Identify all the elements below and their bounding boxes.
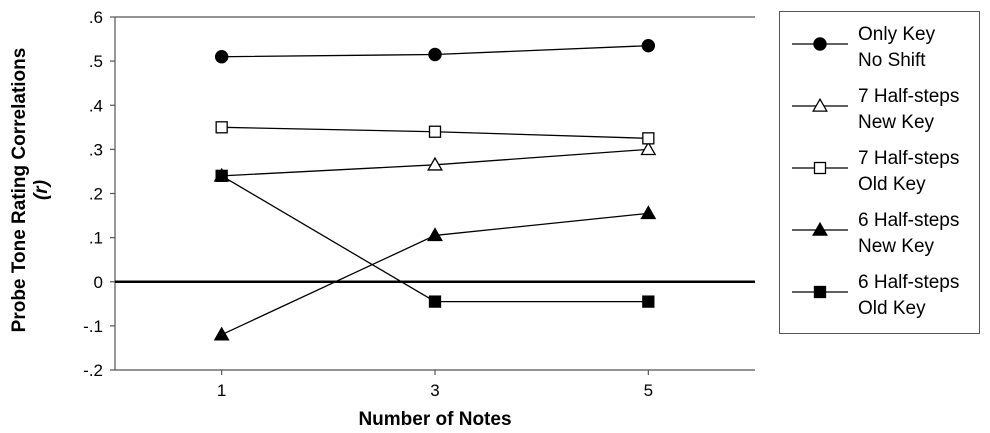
series-marker bbox=[427, 227, 443, 242]
y-tick-label: .5 bbox=[89, 52, 103, 71]
legend-label: 7 Half-steps Old Key bbox=[858, 146, 959, 198]
legend-symbol-triangle-filled bbox=[792, 221, 848, 236]
series-marker bbox=[813, 285, 827, 299]
y-tick-labels: -.2 -.1 0 .1 .2 .3 .4 .5 .6 bbox=[83, 8, 103, 380]
legend-label-line1: 7 Half-steps bbox=[858, 148, 960, 169]
legend-label: 6 Half-steps Old Key bbox=[858, 270, 959, 322]
x-tick-label: 5 bbox=[644, 381, 653, 400]
x-tick-label: 3 bbox=[430, 381, 439, 400]
axes bbox=[110, 16, 755, 375]
series-marker bbox=[213, 326, 230, 341]
legend-label-line2: Old Key bbox=[858, 174, 926, 195]
legend-symbol-circle-filled bbox=[792, 37, 848, 51]
legend-symbol-square-open bbox=[792, 161, 848, 175]
legend-label-line2: No Shift bbox=[858, 50, 926, 71]
y-tick-label: -.1 bbox=[83, 317, 103, 336]
series-lines bbox=[221, 45, 649, 336]
y-axis-title-line2: (r) bbox=[31, 180, 52, 200]
series-marker bbox=[642, 295, 655, 308]
legend-symbol-square-filled bbox=[792, 285, 848, 299]
legend-label-line2: Old Key bbox=[858, 298, 926, 319]
y-axis-title-line1: Probe Tone Rating Correlations bbox=[9, 48, 30, 333]
y-tick-label: .4 bbox=[89, 96, 103, 115]
series-marker bbox=[215, 121, 228, 134]
y-tick-label: .2 bbox=[89, 185, 103, 204]
y-tick-label: 0 bbox=[94, 273, 103, 292]
x-axis-title: Number of Notes bbox=[358, 409, 511, 430]
series-marker bbox=[640, 141, 657, 156]
legend-symbol-triangle-open bbox=[792, 97, 848, 112]
legend-label: 7 Half-steps New Key bbox=[858, 84, 959, 136]
x-tick-label: 1 bbox=[217, 381, 226, 400]
legend-item: Only Key No Shift bbox=[780, 22, 979, 82]
y-tick-label: .1 bbox=[89, 229, 103, 248]
legend-item: 7 Half-steps New Key bbox=[780, 84, 979, 144]
legend-label: Only Key No Shift bbox=[858, 22, 935, 74]
legend-item: 6 Half-steps Old Key bbox=[780, 270, 979, 330]
legend-label-line1: Only Key bbox=[858, 24, 936, 45]
y-tick-label: .3 bbox=[89, 140, 103, 159]
series-marker bbox=[813, 161, 827, 175]
series-marker bbox=[813, 37, 827, 51]
series-marker bbox=[812, 97, 828, 112]
series-markers bbox=[213, 38, 657, 341]
legend-label-line2: New Key bbox=[858, 112, 935, 133]
legend-label-line1: 6 Half-steps bbox=[858, 272, 960, 293]
legend-label-line1: 6 Half-steps bbox=[858, 210, 960, 231]
legend-item: 6 Half-steps New Key bbox=[780, 208, 979, 268]
legend-label-line2: New Key bbox=[858, 236, 935, 257]
y-tick-label: -.2 bbox=[83, 361, 103, 380]
series-marker bbox=[427, 156, 443, 171]
series-marker bbox=[214, 50, 229, 64]
series-marker bbox=[640, 205, 657, 220]
series-marker bbox=[642, 132, 655, 145]
legend-label-line1: 7 Half-steps bbox=[858, 86, 960, 107]
y-tick-label: .6 bbox=[89, 8, 103, 27]
series-marker bbox=[428, 295, 442, 308]
series-marker bbox=[215, 169, 228, 183]
legend: Only Key No Shift 7 Half-steps New Key 7… bbox=[779, 11, 980, 334]
series-marker bbox=[428, 47, 442, 62]
series-marker bbox=[641, 38, 656, 53]
legend-label: 6 Half-steps New Key bbox=[858, 208, 959, 260]
series-marker bbox=[812, 221, 828, 236]
x-tick-labels: 1 3 5 bbox=[217, 381, 653, 400]
legend-item: 7 Half-steps Old Key bbox=[780, 146, 979, 206]
series-marker bbox=[428, 125, 442, 138]
